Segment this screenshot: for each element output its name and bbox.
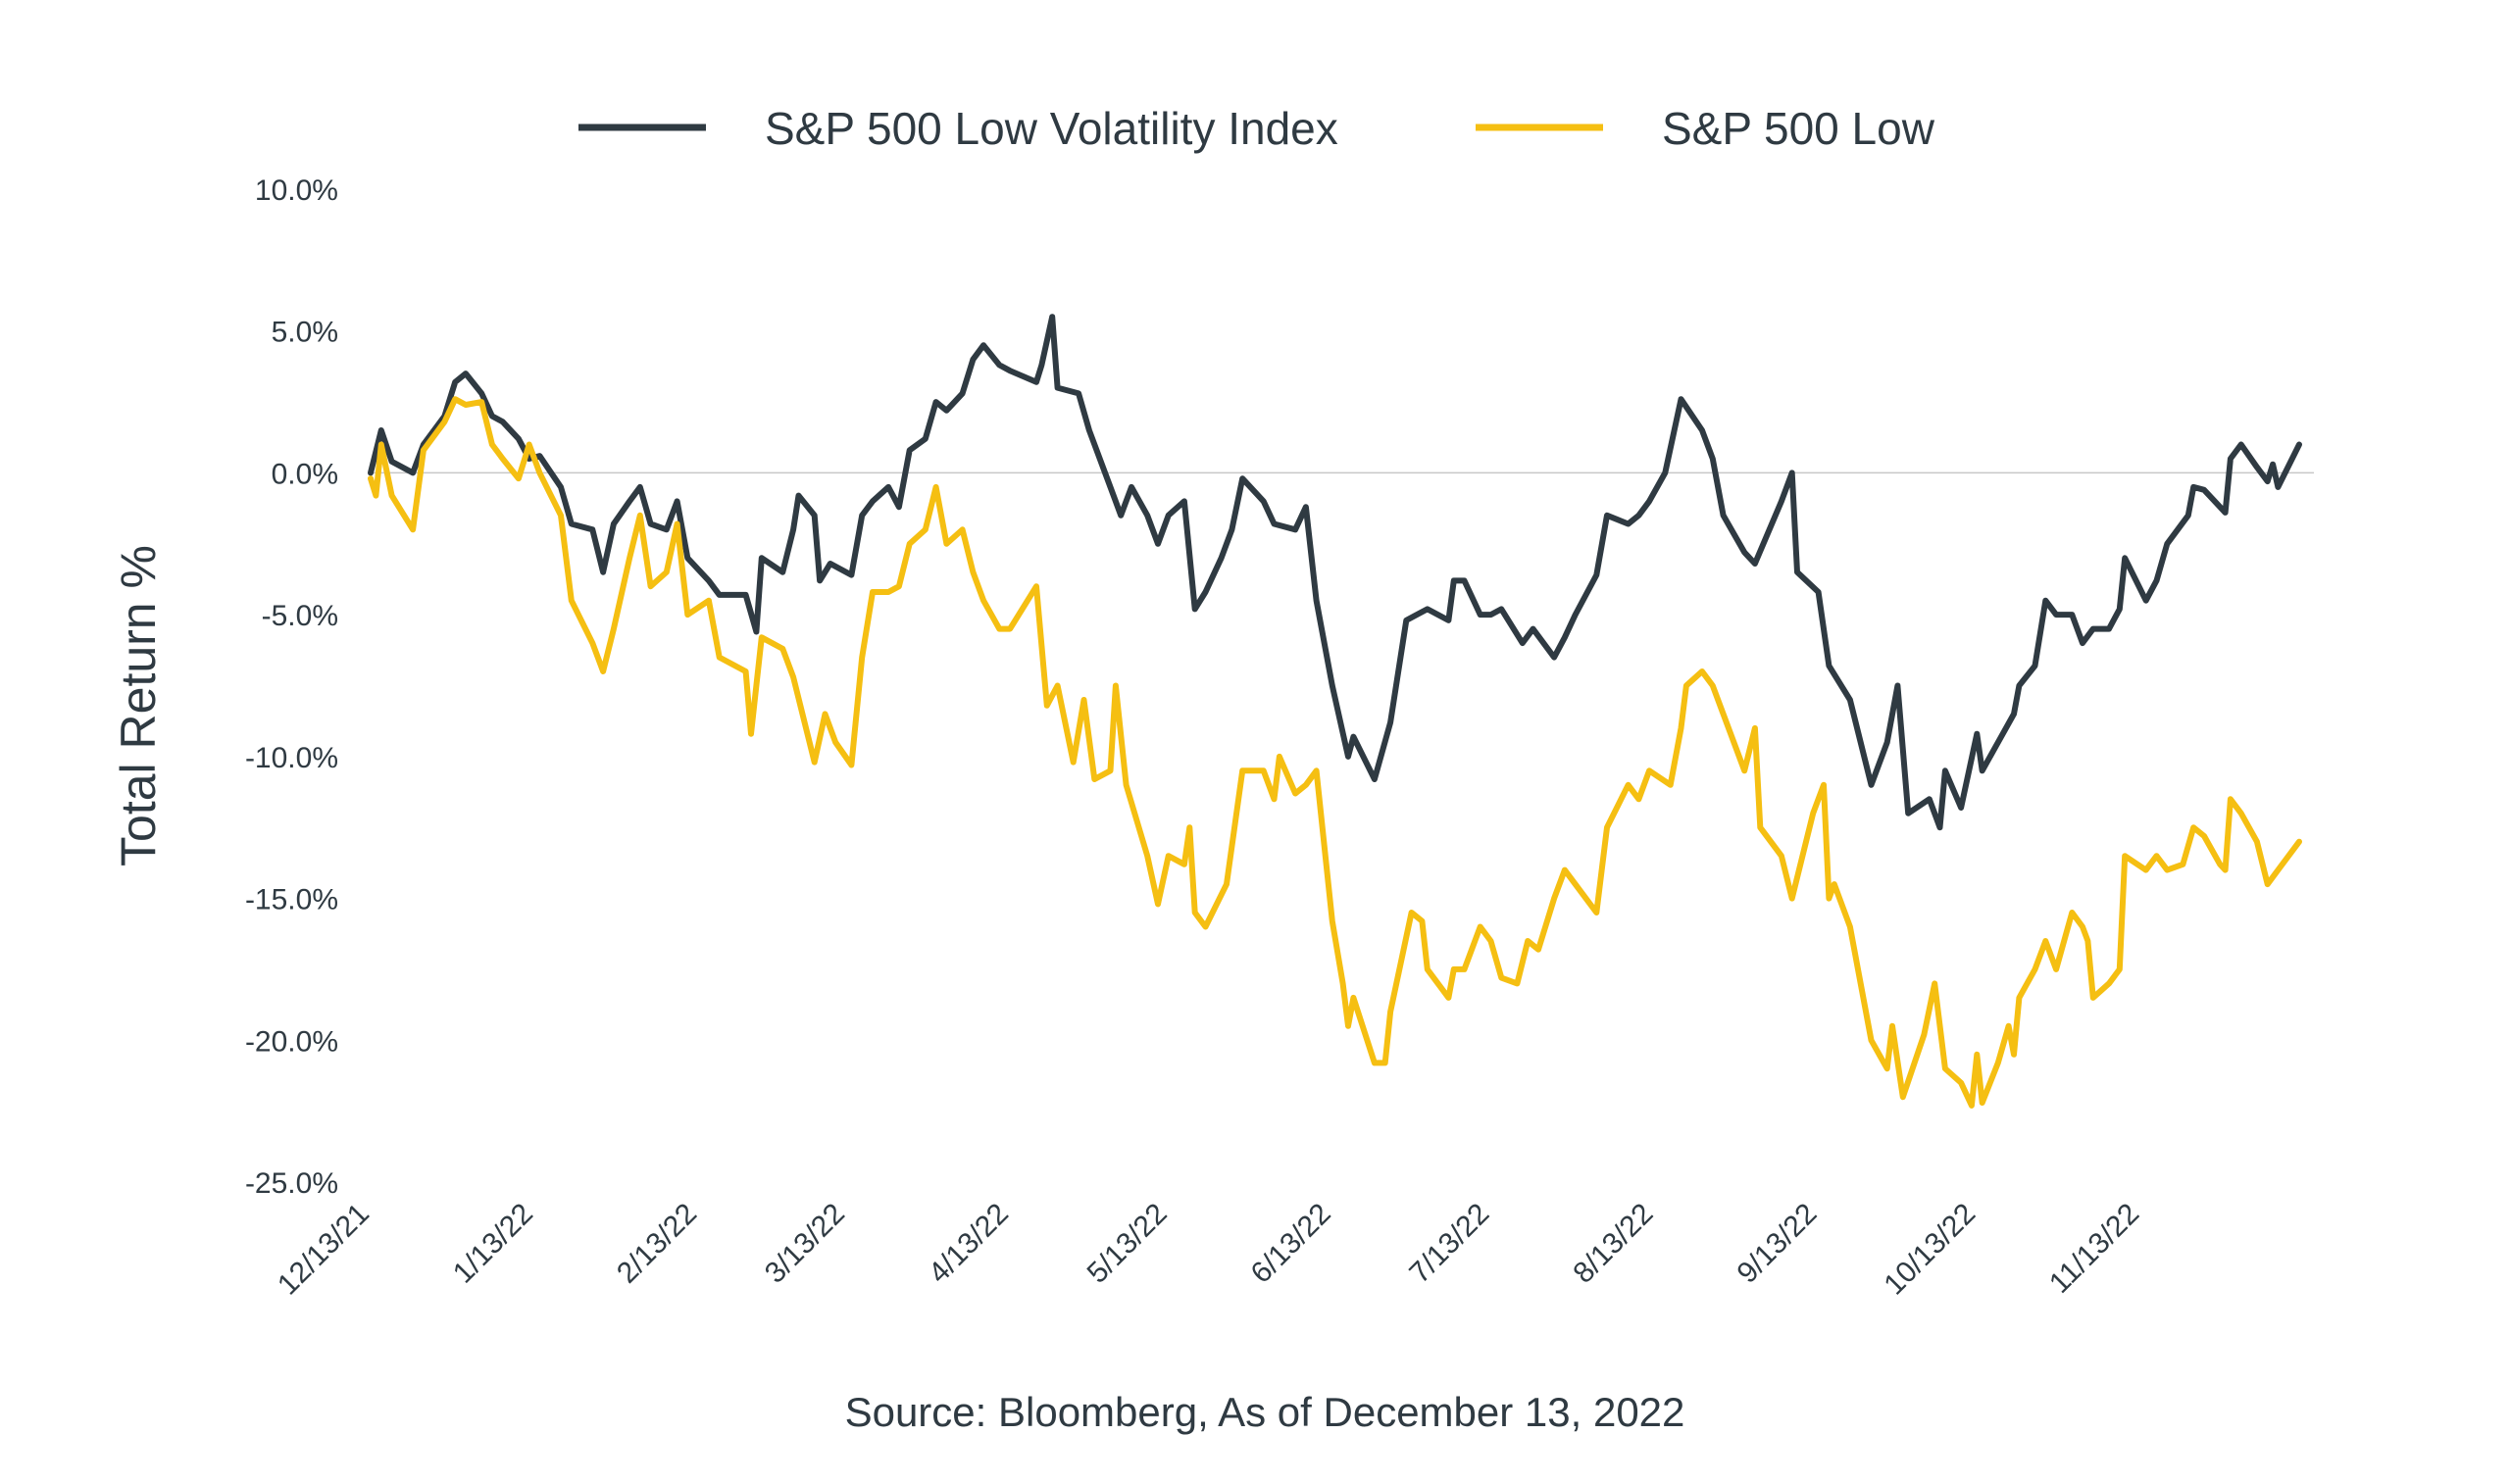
series-lines [368, 314, 2302, 1109]
y-tick-label: -20.0% [245, 1025, 338, 1058]
y-tick-label: -10.0% [245, 742, 338, 774]
x-tick-label: 1/13/22 [447, 1198, 539, 1290]
y-tick-label: 10.0% [255, 174, 338, 207]
x-tick-label: 7/13/22 [1403, 1198, 1495, 1290]
y-tick-label: -25.0% [245, 1167, 338, 1200]
x-tick-label: 2/13/22 [611, 1198, 703, 1290]
x-tick-label: 11/13/22 [2043, 1198, 2145, 1300]
x-tick-label: 9/13/22 [1731, 1198, 1823, 1290]
legend-label-2: S&P 500 Low [1662, 103, 1935, 154]
x-tick-label: 4/13/22 [923, 1198, 1015, 1290]
y-tick-label: -5.0% [262, 600, 338, 632]
source-note: Source: Bloomberg, As of December 13, 20… [845, 1389, 1685, 1435]
series-line-1 [368, 314, 2302, 831]
legend: S&P 500 Low Volatility Index S&P 500 Low [578, 103, 1935, 154]
x-tick-label: 8/13/22 [1567, 1198, 1659, 1290]
x-tick-label: 3/13/22 [759, 1198, 851, 1290]
x-tick-label: 12/13/21 [272, 1198, 376, 1302]
y-axis-title: Total Return % [111, 545, 166, 866]
y-tick-label: 5.0% [272, 317, 338, 349]
y-tick-label: 0.0% [272, 458, 338, 490]
x-tick-label: 5/13/22 [1081, 1198, 1174, 1290]
legend-label-1: S&P 500 Low Volatility Index [765, 103, 1338, 154]
x-tick-label: 6/13/22 [1245, 1198, 1337, 1290]
x-axis-ticks: 12/13/21 1/13/22 2/13/22 3/13/22 4/13/22 5/13… [272, 1198, 2145, 1302]
y-tick-label: -15.0% [245, 884, 338, 916]
y-axis-ticks: 10.0% 5.0% 0.0% -5.0% -10.0% -15.0% -20.0% -25.… [245, 174, 338, 1200]
series-line-2 [368, 396, 2302, 1109]
x-tick-label: 10/13/22 [1878, 1198, 1982, 1302]
